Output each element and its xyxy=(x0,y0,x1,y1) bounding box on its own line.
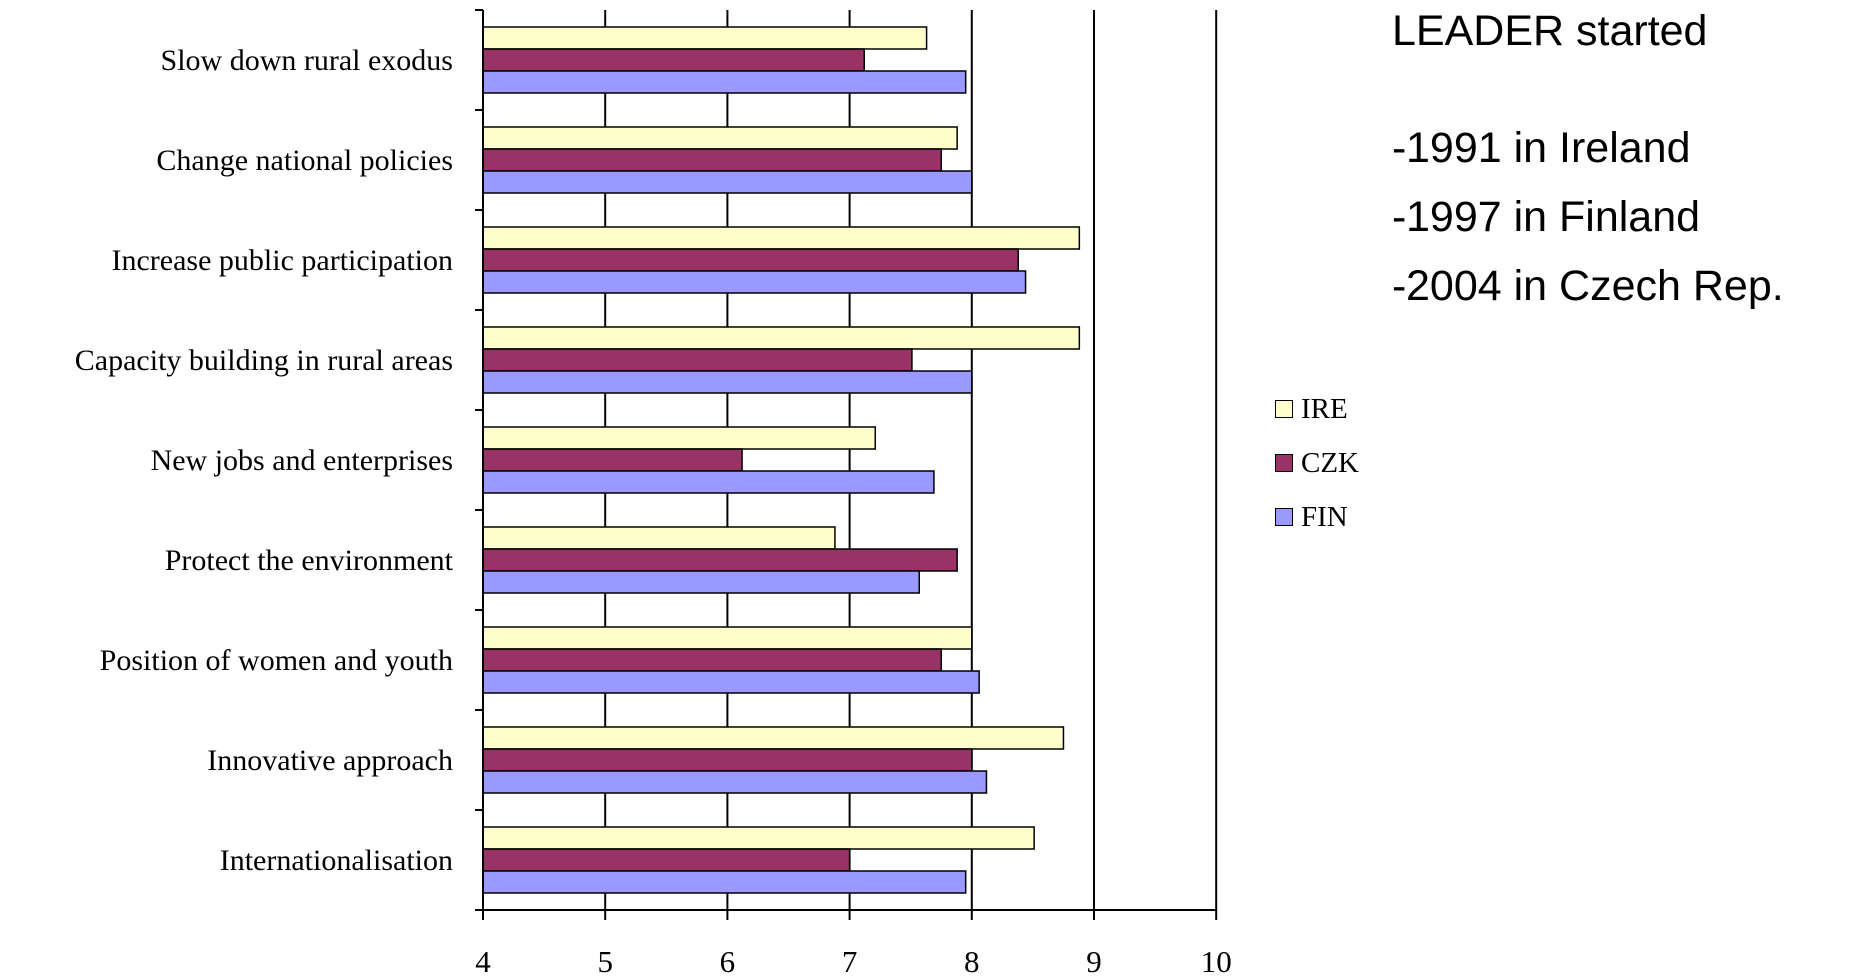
x-tick-label-5: 5 xyxy=(597,944,613,976)
notes-item-text: 1991 in Ireland xyxy=(1406,124,1691,172)
bar-czk-slow-down-rural-exodus xyxy=(482,48,866,72)
legend-item-fin: FIN xyxy=(1275,490,1359,544)
category-label-change-national-policies: Change national policies xyxy=(156,144,453,177)
legend-label-ire: IRE xyxy=(1301,392,1348,425)
x-tick-label-7: 7 xyxy=(842,944,858,976)
bar-ire-innovative-approach xyxy=(482,726,1065,750)
legend-label-czk: CZK xyxy=(1301,446,1359,479)
bullet-dash: - xyxy=(1392,193,1407,241)
bar-czk-capacity-building-in-rural-areas xyxy=(482,348,913,372)
category-label-new-jobs-and-enterprises: New jobs and enterprises xyxy=(151,444,453,477)
bullet-dash: - xyxy=(1392,262,1407,310)
category-label-protect-the-environment: Protect the environment xyxy=(165,544,454,577)
bar-ire-protect-the-environment xyxy=(482,526,836,550)
bar-ire-position-of-women-and-youth xyxy=(482,626,973,650)
leader-notes: LEADER started -1991 in Ireland -1997 in… xyxy=(1392,6,1784,321)
bar-czk-protect-the-environment xyxy=(482,548,958,572)
notes-item-text: 2004 in Czech Rep. xyxy=(1406,262,1784,310)
bar-ire-new-jobs-and-enterprises xyxy=(482,426,877,450)
notes-item-text: 1997 in Finland xyxy=(1406,193,1701,241)
bar-czk-position-of-women-and-youth xyxy=(482,648,942,672)
legend-swatch-ire xyxy=(1275,400,1293,418)
x-tick-label-4: 4 xyxy=(475,944,491,976)
bar-czk-change-national-policies xyxy=(482,148,942,172)
legend-swatch-fin xyxy=(1275,508,1293,526)
bar-ire-slow-down-rural-exodus xyxy=(482,26,928,50)
bar-fin-protect-the-environment xyxy=(482,570,921,594)
category-label-increase-public-participation: Increase public participation xyxy=(111,244,453,277)
x-tick-label-10: 10 xyxy=(1201,944,1232,976)
bar-ire-capacity-building-in-rural-areas xyxy=(482,326,1081,350)
bar-czk-internationalisation xyxy=(482,848,851,872)
legend-item-ire: IRE xyxy=(1275,382,1359,436)
bar-ire-internationalisation xyxy=(482,826,1035,850)
bar-fin-capacity-building-in-rural-areas xyxy=(482,370,973,394)
bullet-dash: - xyxy=(1392,124,1407,172)
category-label-position-of-women-and-youth: Position of women and youth xyxy=(100,644,453,677)
bar-czk-increase-public-participation xyxy=(482,248,1019,272)
legend-label-fin: FIN xyxy=(1301,500,1348,533)
notes-item-ireland: -1991 in Ireland xyxy=(1392,114,1784,183)
x-tick-label-9: 9 xyxy=(1086,944,1102,976)
legend-swatch-czk xyxy=(1275,454,1293,472)
x-tick-label-8: 8 xyxy=(964,944,980,976)
bar-fin-increase-public-participation xyxy=(482,270,1027,294)
legend: IRE CZK FIN xyxy=(1275,382,1359,544)
legend-item-czk: CZK xyxy=(1275,436,1359,490)
category-label-innovative-approach: Innovative approach xyxy=(207,744,453,777)
notes-item-czech: -2004 in Czech Rep. xyxy=(1392,252,1784,321)
notes-title: LEADER started xyxy=(1392,7,1708,55)
bar-fin-innovative-approach xyxy=(482,770,988,794)
bar-ire-change-national-policies xyxy=(482,126,958,150)
x-tick-label-6: 6 xyxy=(720,944,736,976)
bar-czk-innovative-approach xyxy=(482,748,973,772)
bar-fin-internationalisation xyxy=(482,870,967,894)
bar-czk-new-jobs-and-enterprises xyxy=(482,448,743,472)
notes-item-finland: -1997 in Finland xyxy=(1392,183,1784,252)
category-label-internationalisation: Internationalisation xyxy=(220,844,453,877)
bar-fin-position-of-women-and-youth xyxy=(482,670,980,694)
bar-fin-change-national-policies xyxy=(482,170,973,194)
category-label-capacity-building-in-rural-areas: Capacity building in rural areas xyxy=(75,344,453,377)
bar-fin-slow-down-rural-exodus xyxy=(482,70,967,94)
bar-fin-new-jobs-and-enterprises xyxy=(482,470,935,494)
category-label-slow-down-rural-exodus: Slow down rural exodus xyxy=(161,44,453,77)
bar-ire-increase-public-participation xyxy=(482,226,1081,250)
